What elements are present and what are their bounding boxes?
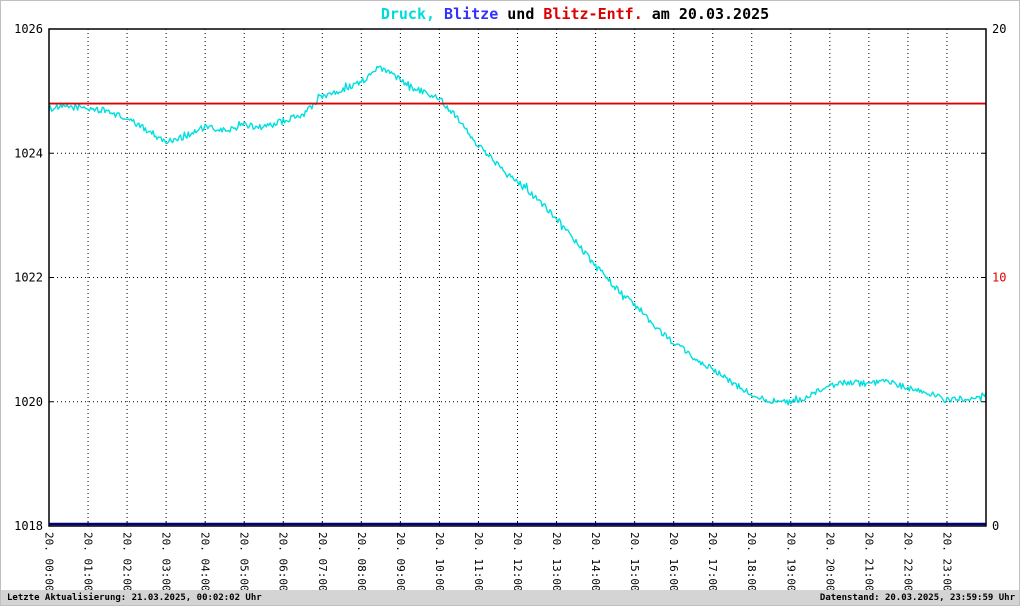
x-axis-label: 20. 10:00 — [433, 532, 446, 592]
left-axis-label: 1022 — [14, 271, 43, 285]
title-segment: Druck, — [380, 5, 436, 23]
title-segment: und — [498, 5, 544, 23]
x-axis-label: 20. 08:00 — [355, 532, 368, 592]
title-segment: Blitz-Entf. — [543, 5, 643, 23]
x-axis-label: 20. 14:00 — [589, 532, 602, 592]
left-axis-label: 1020 — [14, 395, 43, 409]
x-axis-label: 20. 22:00 — [901, 532, 914, 592]
right-axis-label: 0 — [992, 519, 999, 533]
last-update-text: Letzte Aktualisierung: 21.03.2025, 00:02… — [7, 593, 262, 603]
x-axis-label: 20. 07:00 — [316, 532, 329, 592]
x-axis-label: 20. 11:00 — [472, 532, 485, 592]
x-axis-label: 20. 18:00 — [745, 532, 758, 592]
gridlines — [49, 29, 986, 526]
footer-bar: Letzte Aktualisierung: 21.03.2025, 00:02… — [1, 590, 1019, 605]
x-axis-label: 20. 06:00 — [277, 532, 290, 592]
x-axis-label: 20. 20:00 — [823, 532, 836, 592]
pressure-series-line — [48, 65, 987, 406]
left-axis-label: 1024 — [14, 146, 43, 160]
x-axis-label: 20. 15:00 — [628, 532, 641, 592]
x-axis-label: 20. 03:00 — [160, 532, 173, 592]
left-axis-labels: 1018 1020 1022 1024 1026 — [14, 22, 43, 533]
x-axis-label: 20. 00:00 — [42, 532, 55, 592]
x-axis-label: 20. 21:00 — [862, 532, 875, 592]
x-axis-label: 20. 01:00 — [82, 532, 95, 592]
right-axis-label: 20 — [992, 22, 1006, 36]
x-axis-labels: 20. 00:00 20. 01:00 20. 02:00 20. 03:00 20. … — [42, 532, 953, 592]
plot-border — [48, 28, 987, 527]
right-axis-label: 10 — [992, 271, 1006, 285]
x-axis-label: 20. 23:00 — [940, 532, 953, 592]
x-axis-label: 20. 12:00 — [511, 532, 524, 592]
x-axis-label: 20. 05:00 — [238, 532, 251, 592]
data-state-text: Datenstand: 20.03.2025, 23:59:59 Uhr — [819, 593, 1015, 603]
x-axis-label: 20. 13:00 — [550, 532, 563, 592]
title-segment: am 20.03.2025 — [642, 5, 770, 23]
title-segment: Blitze — [435, 5, 499, 23]
x-axis-label: 20. 09:00 — [394, 532, 407, 592]
right-axis-labels: 20 10 0 — [992, 22, 1006, 533]
x-axis-label: 20. 17:00 — [706, 532, 719, 592]
chart-title: Druck, Blitze und Blitz-Entf. am 20.03.2… — [65, 5, 1019, 23]
x-axis-label: 20. 04:00 — [199, 532, 212, 592]
x-axis-label: 20. 16:00 — [667, 532, 680, 592]
left-axis-label: 1018 — [14, 519, 43, 533]
x-axis-label: 20. 02:00 — [121, 532, 134, 592]
left-axis-label: 1026 — [14, 22, 43, 36]
x-axis-label: 20. 19:00 — [784, 532, 797, 592]
